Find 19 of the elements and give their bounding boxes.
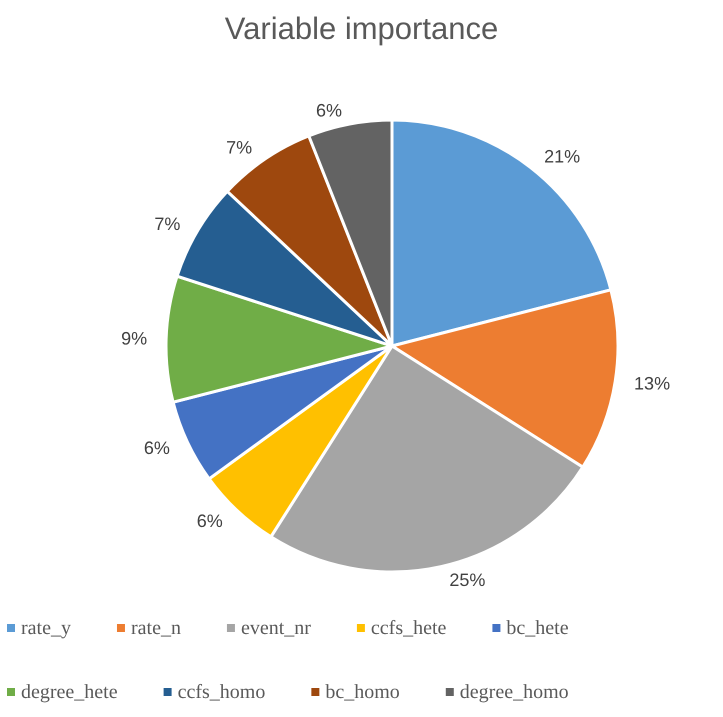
legend-label: rate_n xyxy=(130,617,181,639)
data-label: 13% xyxy=(634,374,670,394)
data-label: 9% xyxy=(121,328,148,348)
legend-label: ccfs_hete xyxy=(370,617,447,639)
data-label: 6% xyxy=(144,438,170,458)
data-label: 6% xyxy=(196,510,223,531)
legend-label: degree_homo xyxy=(460,681,569,703)
legend-label: event_nr xyxy=(240,617,312,639)
chart-title: Variable importance xyxy=(224,11,498,46)
legend-label: bc_homo xyxy=(325,681,400,703)
data-label: 21% xyxy=(544,146,580,166)
data-label: 6% xyxy=(316,100,342,120)
legend-label: ccfs_homo xyxy=(178,681,266,703)
legend-label: bc_hete xyxy=(506,617,569,639)
legend-label: degree_hete xyxy=(21,681,118,703)
data-label: 25% xyxy=(449,570,486,590)
data-label: 7% xyxy=(226,138,252,158)
legend-label: rate_y xyxy=(21,617,71,639)
data-label: 7% xyxy=(154,214,180,234)
